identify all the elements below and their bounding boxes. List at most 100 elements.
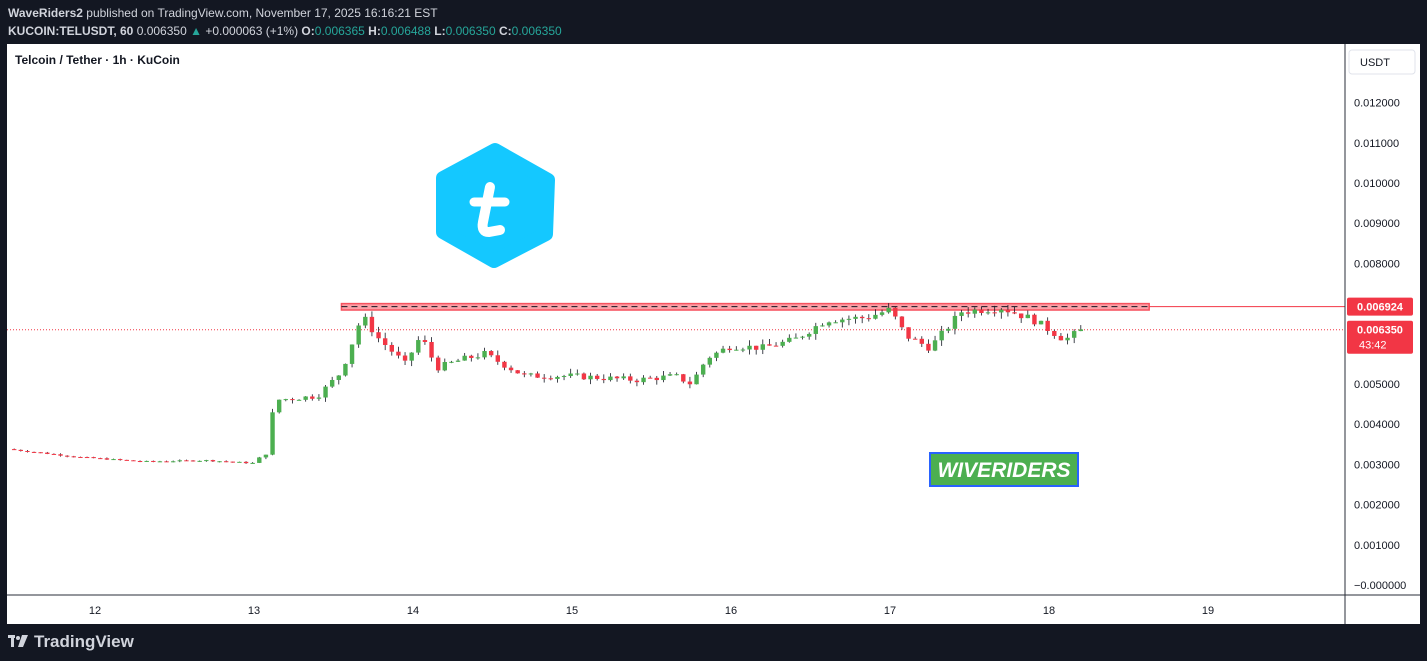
candle-body[interactable] [422, 340, 428, 342]
price-axis[interactable]: USDT 0.012000 0.011000 0.010000 0.009000 0.0… [1348, 49, 1416, 592]
candle-body[interactable] [1058, 335, 1064, 341]
candle-body[interactable] [257, 457, 262, 463]
candle-body[interactable] [873, 314, 878, 319]
candle-body[interactable] [879, 312, 885, 315]
candle-body[interactable] [628, 376, 633, 381]
candle-body[interactable] [263, 454, 269, 458]
candle-body[interactable] [250, 462, 255, 464]
candle-body[interactable] [230, 461, 235, 463]
candle-body[interactable] [621, 376, 626, 379]
candle-body[interactable] [594, 375, 600, 379]
candle-body[interactable] [946, 328, 951, 331]
candle-body[interactable] [707, 357, 712, 365]
candle-body[interactable] [687, 381, 693, 385]
candle-body[interactable] [164, 461, 169, 463]
candle-body[interactable] [376, 332, 381, 339]
candle-body[interactable] [806, 333, 812, 337]
candle-body[interactable] [720, 348, 726, 353]
candle-body[interactable] [581, 373, 587, 380]
candle-body[interactable] [31, 451, 37, 453]
candle-body[interactable] [170, 461, 176, 463]
candle-body[interactable] [734, 349, 739, 351]
candle-body[interactable] [349, 344, 355, 364]
currency-button[interactable] [1348, 49, 1416, 75]
candlestick-chart[interactable]: Telcoin / Tether · 1h · KuCoin WIVERIDER… [7, 44, 1420, 624]
candle-body[interactable] [117, 459, 123, 461]
candle-body[interactable] [283, 399, 288, 401]
candle-body[interactable] [568, 373, 573, 377]
candle-body[interactable] [276, 399, 282, 413]
candle-body[interactable] [515, 370, 520, 374]
candle-body[interactable] [760, 344, 765, 350]
candle-body[interactable] [25, 450, 30, 452]
candle-body[interactable] [999, 309, 1004, 313]
candle-body[interactable] [833, 322, 838, 324]
candle-body[interactable] [674, 374, 679, 376]
candle-body[interactable] [78, 456, 83, 458]
candle-body[interactable] [217, 461, 222, 463]
candle-body[interactable] [363, 316, 368, 326]
candle-body[interactable] [787, 337, 792, 342]
candle-body[interactable] [303, 396, 308, 400]
candle-body[interactable] [965, 312, 971, 314]
candle-body[interactable] [826, 322, 832, 326]
candle-body[interactable] [1071, 331, 1077, 338]
candle-body[interactable] [641, 377, 646, 383]
candle-body[interactable] [296, 399, 302, 401]
candle-body[interactable] [846, 318, 852, 320]
candle-body[interactable] [488, 351, 494, 356]
candle-body[interactable] [647, 377, 653, 379]
candle-body[interactable] [932, 340, 938, 351]
candle-body[interactable] [482, 351, 487, 358]
candle-body[interactable] [270, 412, 275, 455]
candle-body[interactable] [223, 461, 229, 463]
candle-body[interactable] [1012, 312, 1017, 314]
candle-body[interactable] [747, 345, 752, 350]
candle-body[interactable] [144, 460, 149, 462]
candle-body[interactable] [773, 345, 779, 347]
candle-body[interactable] [469, 355, 474, 358]
candle-body[interactable] [396, 351, 401, 356]
candle-body[interactable] [210, 460, 216, 462]
candle-body[interactable] [1005, 309, 1011, 313]
candle-body[interactable] [416, 340, 421, 353]
candle-body[interactable] [906, 327, 911, 339]
candle-body[interactable] [1032, 314, 1037, 325]
candle-body[interactable] [939, 330, 944, 341]
candle-body[interactable] [793, 337, 799, 339]
candle-body[interactable] [522, 373, 527, 375]
candle-body[interactable] [462, 355, 467, 361]
candle-body[interactable] [237, 461, 242, 463]
candle-body[interactable] [51, 453, 57, 455]
currency-label[interactable]: USDT [1360, 57, 1390, 69]
candle-body[interactable] [561, 376, 567, 378]
candle-body[interactable] [18, 449, 23, 451]
candle-body[interactable] [740, 349, 746, 351]
candle-body[interactable] [972, 309, 977, 314]
candle-body[interactable] [290, 399, 295, 401]
candle-body[interactable] [104, 458, 110, 460]
candle-body[interactable] [124, 459, 129, 461]
candle-body[interactable] [64, 455, 70, 457]
candle-body[interactable] [111, 459, 116, 461]
candle-body[interactable] [316, 397, 322, 399]
candle-body[interactable] [449, 361, 454, 363]
candle-body[interactable] [661, 375, 666, 381]
candle-body[interactable] [1038, 320, 1044, 325]
candle-body[interactable] [98, 458, 103, 460]
candle-body[interactable] [409, 352, 414, 361]
candle-body[interactable] [667, 374, 673, 376]
candle-body[interactable] [45, 452, 50, 454]
candle-body[interactable] [681, 374, 686, 382]
candle-body[interactable] [714, 352, 719, 358]
candle-body[interactable] [700, 364, 706, 375]
candle-body[interactable] [985, 312, 991, 314]
candle-body[interactable] [654, 377, 659, 381]
candle-body[interactable] [820, 325, 825, 327]
chart-frame[interactable]: Telcoin / Tether · 1h · KuCoin WIVERIDER… [7, 44, 1420, 624]
candle-body[interactable] [753, 345, 759, 350]
candle-body[interactable] [1018, 313, 1024, 319]
candle-body[interactable] [502, 361, 507, 368]
candle-body[interactable] [495, 355, 500, 362]
candle-body[interactable] [1025, 314, 1030, 319]
